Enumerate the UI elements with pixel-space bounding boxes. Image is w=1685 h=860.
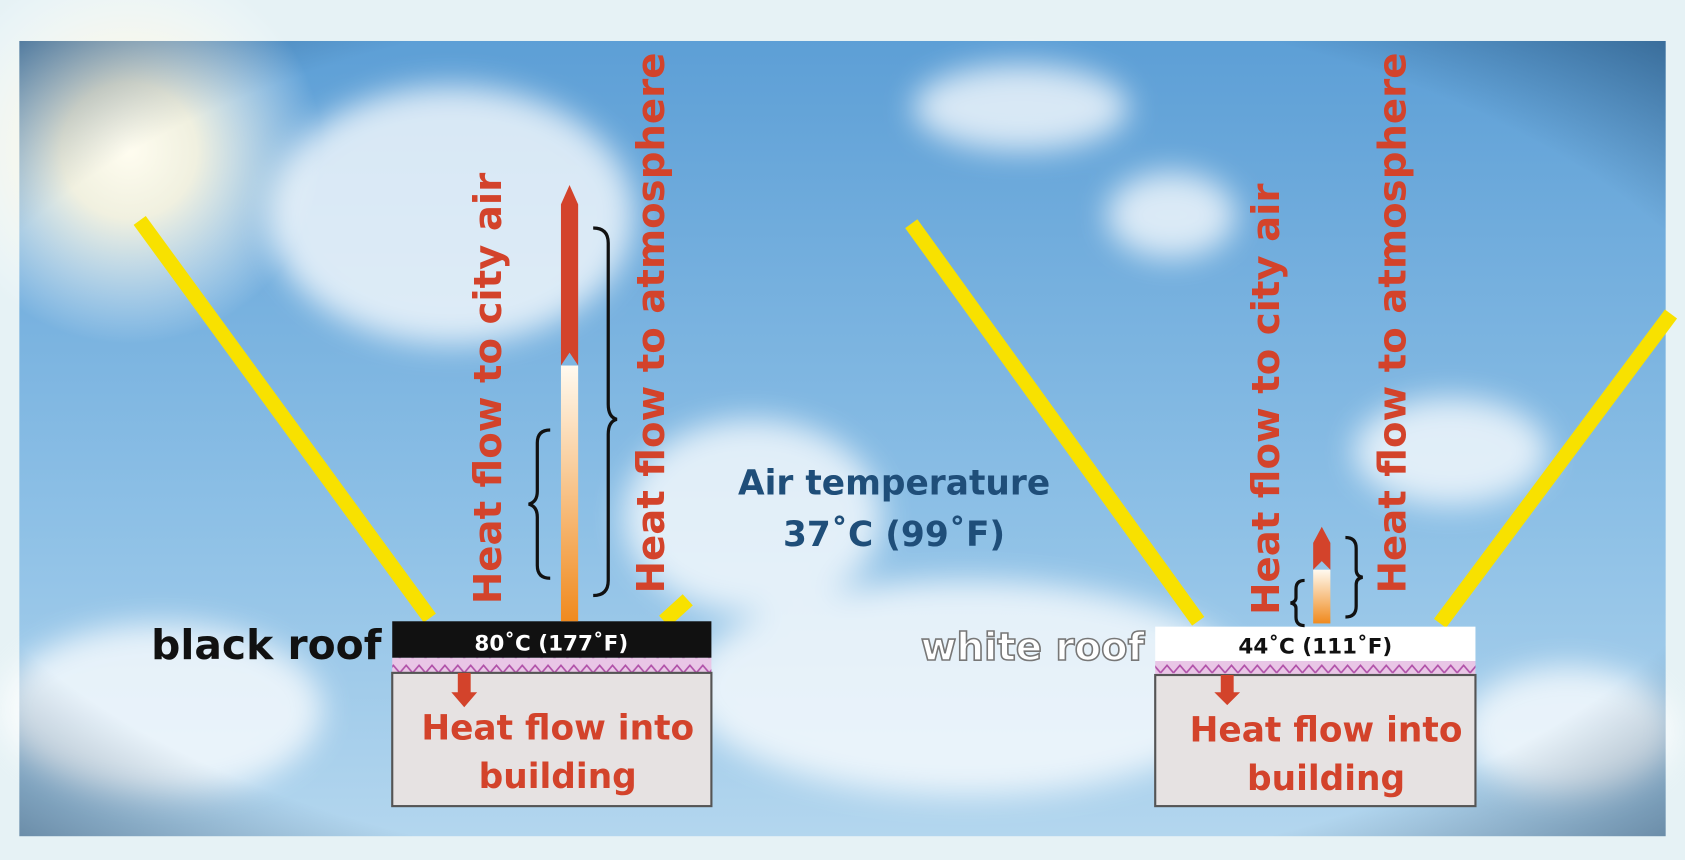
roof-label: white roof	[921, 625, 1146, 670]
down-arrow	[451, 672, 478, 708]
air-temperature-label: Air temperature	[738, 463, 1050, 503]
roof-label: black roof	[151, 621, 383, 669]
sun-rays	[133, 216, 1678, 628]
city-air-label: Heat flow to city air	[466, 173, 511, 604]
brace	[593, 226, 618, 598]
brace	[1345, 535, 1363, 619]
white-roof	[1155, 626, 1476, 662]
heat-arrow-lower	[560, 365, 579, 622]
insulation	[1155, 661, 1476, 676]
building-label: building	[479, 757, 637, 797]
air-temperature-value: 37˚C (99˚F)	[783, 515, 1005, 555]
building	[391, 671, 713, 808]
roof-temperature: 44˚C (111˚F)	[1238, 635, 1392, 660]
building-label: building	[1247, 759, 1405, 799]
brace	[528, 428, 551, 580]
heat-arrow-upper	[1313, 526, 1331, 570]
building	[1154, 673, 1477, 808]
black-roof	[392, 621, 712, 658]
city-air-label: Heat flow to city air	[1244, 183, 1289, 614]
down-arrow	[1214, 675, 1241, 706]
building-label: Heat flow into	[421, 708, 694, 748]
atmosphere-label: Heat flow to atmosphere	[1371, 53, 1416, 594]
heat-arrow-lower	[1313, 569, 1331, 624]
brace	[1290, 578, 1305, 628]
building-label: Heat flow into	[1190, 711, 1463, 751]
roof-temperature: 80˚C (177˚F)	[474, 631, 628, 656]
insulation	[392, 657, 712, 673]
atmosphere-label: Heat flow to atmosphere	[629, 53, 674, 594]
heat-arrow-upper	[560, 184, 579, 366]
